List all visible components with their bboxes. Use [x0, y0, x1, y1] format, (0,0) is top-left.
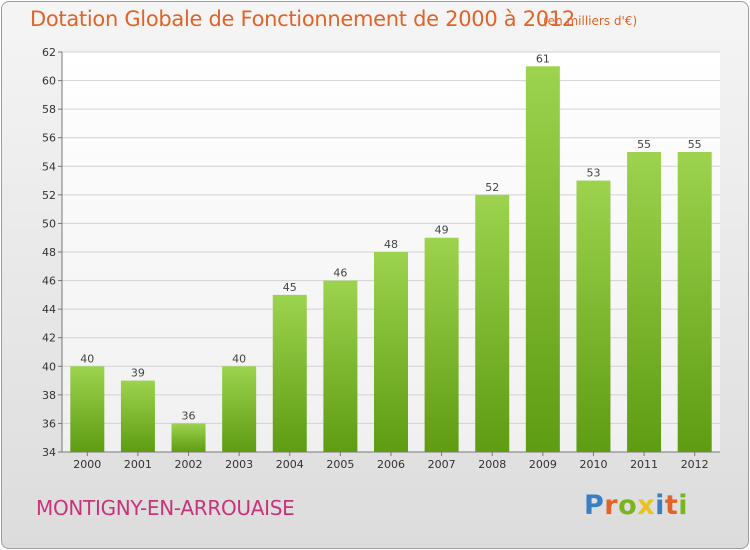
y-tick-label: 56	[42, 132, 56, 145]
y-tick-label: 58	[42, 103, 56, 116]
bar	[525, 66, 560, 453]
x-tick-label: 2000	[73, 458, 101, 471]
bar-value-label: 52	[485, 181, 499, 194]
x-tick-label: 2003	[225, 458, 253, 471]
bar-value-label: 53	[586, 167, 600, 180]
bar	[475, 194, 510, 452]
bar-value-label: 36	[182, 409, 196, 422]
y-tick-label: 52	[42, 189, 56, 202]
bar	[627, 152, 662, 452]
x-tick-label: 2008	[478, 458, 506, 471]
bar-value-label: 49	[435, 224, 449, 237]
bar	[677, 152, 712, 452]
bar-value-label: 39	[131, 367, 145, 380]
y-tick-label: 44	[42, 303, 56, 316]
x-tick-label: 2002	[175, 458, 203, 471]
y-tick-label: 40	[42, 360, 56, 373]
x-tick-label: 2004	[276, 458, 304, 471]
y-tick-label: 54	[42, 160, 56, 173]
x-tick-label: 2001	[124, 458, 152, 471]
bar-value-label: 40	[80, 352, 94, 365]
bar-value-label: 40	[232, 352, 246, 365]
bar	[120, 380, 155, 452]
bar-value-label: 46	[333, 267, 347, 280]
bar	[323, 280, 358, 452]
bar	[222, 366, 257, 452]
proxiti-logo: Proxiti	[584, 490, 688, 521]
y-tick-label: 46	[42, 275, 56, 288]
bar	[272, 294, 307, 452]
bar	[424, 237, 459, 452]
y-tick-label: 50	[42, 217, 56, 230]
x-tick-label: 2010	[579, 458, 607, 471]
place-name: MONTIGNY-EN-ARROUAISE	[36, 496, 295, 520]
y-tick-label: 60	[42, 75, 56, 88]
x-tick-label: 2011	[630, 458, 658, 471]
y-tick-label: 62	[42, 46, 56, 59]
chart-unit: (en milliers d'€)	[543, 14, 638, 28]
logo-letter: t	[664, 490, 679, 521]
y-tick-label: 38	[42, 389, 56, 402]
x-tick-label: 2009	[529, 458, 557, 471]
logo-letter: r	[604, 490, 619, 521]
logo-letter: i	[678, 490, 689, 521]
y-tick-label: 42	[42, 332, 56, 345]
bar	[374, 252, 408, 452]
bar-value-label: 55	[637, 138, 651, 151]
x-tick-label: 2006	[377, 458, 405, 471]
logo-letter: P	[584, 490, 605, 521]
bar	[70, 366, 105, 452]
x-tick-label: 2012	[681, 458, 709, 471]
bar	[576, 180, 611, 453]
logo-letter: x	[637, 490, 656, 521]
bar	[171, 423, 206, 452]
y-tick-label: 48	[42, 246, 56, 259]
logo-letter: i	[655, 490, 665, 521]
x-tick-label: 2007	[428, 458, 456, 471]
y-tick-label: 34	[42, 446, 56, 459]
bar-value-label: 45	[283, 281, 297, 294]
x-tick-label: 2005	[326, 458, 354, 471]
logo-letter: o	[618, 490, 638, 521]
bar-value-label: 55	[688, 138, 702, 151]
chart-title: Dotation Globale de Fonctionnement de 20…	[30, 7, 575, 31]
bar-value-label: 61	[536, 52, 550, 65]
y-tick-label: 36	[42, 417, 56, 430]
bar-value-label: 48	[384, 238, 398, 251]
